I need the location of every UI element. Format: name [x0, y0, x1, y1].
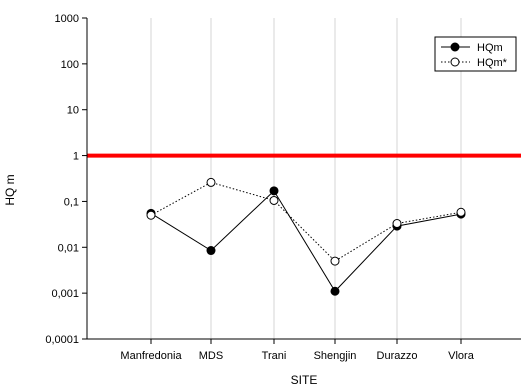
y-tick-label: 0,1 [64, 196, 79, 208]
x-tick-label: Manfredonia [120, 350, 182, 362]
y-tick-label: 1 [73, 151, 79, 163]
data-point-HQm* [146, 210, 156, 220]
x-tick-label: Vlora [448, 350, 475, 362]
y-tick-label: 10 [67, 105, 79, 117]
data-point-HQm* [206, 177, 216, 187]
y-tick-label: 1000 [55, 13, 79, 25]
data-point-HQm* [456, 207, 466, 217]
series-line-HQm [150, 190, 462, 293]
y-tick-label: 0,01 [58, 242, 79, 254]
data-point-HQm [269, 186, 279, 196]
legend-box [434, 36, 517, 72]
y-tick-label: 100 [61, 59, 79, 71]
series-layer [146, 177, 466, 296]
y-tick-label: 0,001 [51, 288, 79, 300]
x-tick-label: Shengjin [314, 350, 357, 362]
series-line-HQm* [150, 181, 462, 262]
legend-marker-HQm [450, 42, 460, 52]
legend-marker-HQm* [450, 57, 460, 67]
data-point-HQm [206, 246, 216, 256]
x-axis-label: SITE [291, 373, 318, 387]
gridlines [150, 18, 462, 339]
data-point-HQm* [392, 219, 402, 229]
data-point-HQm* [330, 256, 340, 266]
y-axis-label: HQ m [3, 174, 17, 205]
legend-label: HQm [477, 42, 503, 54]
y-tick-label: 0,0001 [45, 334, 79, 346]
axes: 0,0001 0,001 0,01 0,1 1 10 100 1000 Manfredonia M… [45, 13, 521, 362]
data-point-HQm* [269, 195, 279, 205]
x-tick-label: Durazzo [377, 350, 418, 362]
legend: HQm HQm* [434, 36, 517, 72]
x-tick-label: MDS [199, 350, 223, 362]
data-point-HQm [330, 286, 340, 296]
x-tick-label: Trani [262, 350, 287, 362]
legend-label: HQm* [477, 57, 508, 69]
